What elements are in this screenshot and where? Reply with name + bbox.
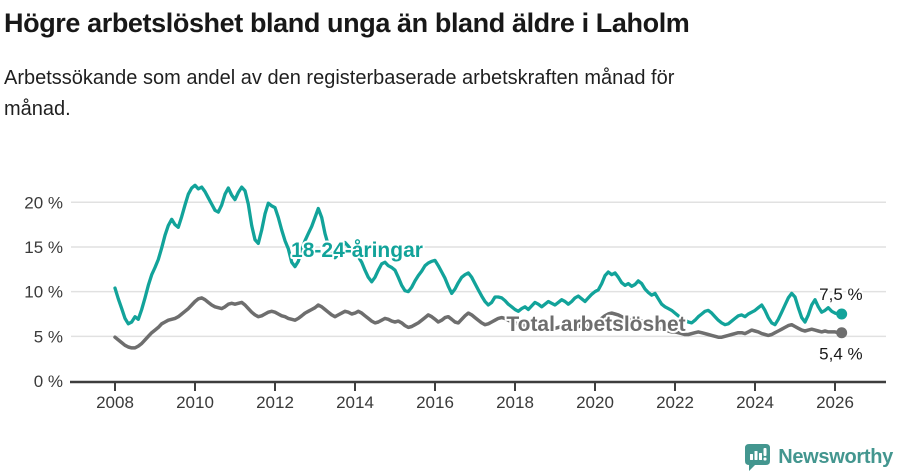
series-endpoint-dot [836, 327, 848, 339]
x-axis-label: 2014 [336, 393, 374, 412]
series-line-18-24 [113, 183, 844, 327]
chart-subtitle: Arbetssökande som andel av den registerb… [4, 63, 864, 125]
series-end-value-label: 5,4 % [819, 345, 862, 364]
series-label-18-24: 18-24-åringar [291, 239, 423, 262]
series-label-total: Total arbetslöshet [506, 313, 685, 336]
newsworthy-logo[interactable]: Newsworthy [744, 443, 893, 471]
x-axis-label: 2010 [176, 393, 214, 412]
chart-header: Högre arbetslöshet bland unga än bland ä… [4, 0, 864, 125]
y-axis-label: 5 % [34, 327, 63, 346]
y-axis-label: 0 % [34, 372, 63, 391]
subtitle-line-1: Arbetssökande som andel av den registerb… [4, 67, 675, 90]
x-axis-label: 2008 [96, 393, 134, 412]
x-axis-label: 2020 [576, 393, 614, 412]
series-line-total [113, 296, 844, 350]
y-axis-label: 10 % [24, 283, 63, 302]
subtitle-line-2: månad. [4, 98, 71, 121]
x-axis-label: 2022 [656, 393, 694, 412]
series-end-value-label: 7,5 % [819, 285, 862, 304]
series-endpoint-dot [836, 308, 848, 320]
x-axis-label: 2012 [256, 393, 294, 412]
x-axis-label: 2024 [736, 393, 774, 412]
y-axis-label: 15 % [24, 238, 63, 257]
x-axis-label: 2016 [416, 393, 454, 412]
brand-name: Newsworthy [778, 445, 893, 468]
x-axis-label: 2026 [816, 393, 854, 412]
y-axis-label: 20 % [24, 193, 63, 212]
x-axis-label: 2018 [496, 393, 534, 412]
bar-chart-speech-bubble-icon [745, 444, 771, 471]
page-title: Högre arbetslöshet bland unga än bland ä… [4, 8, 690, 38]
